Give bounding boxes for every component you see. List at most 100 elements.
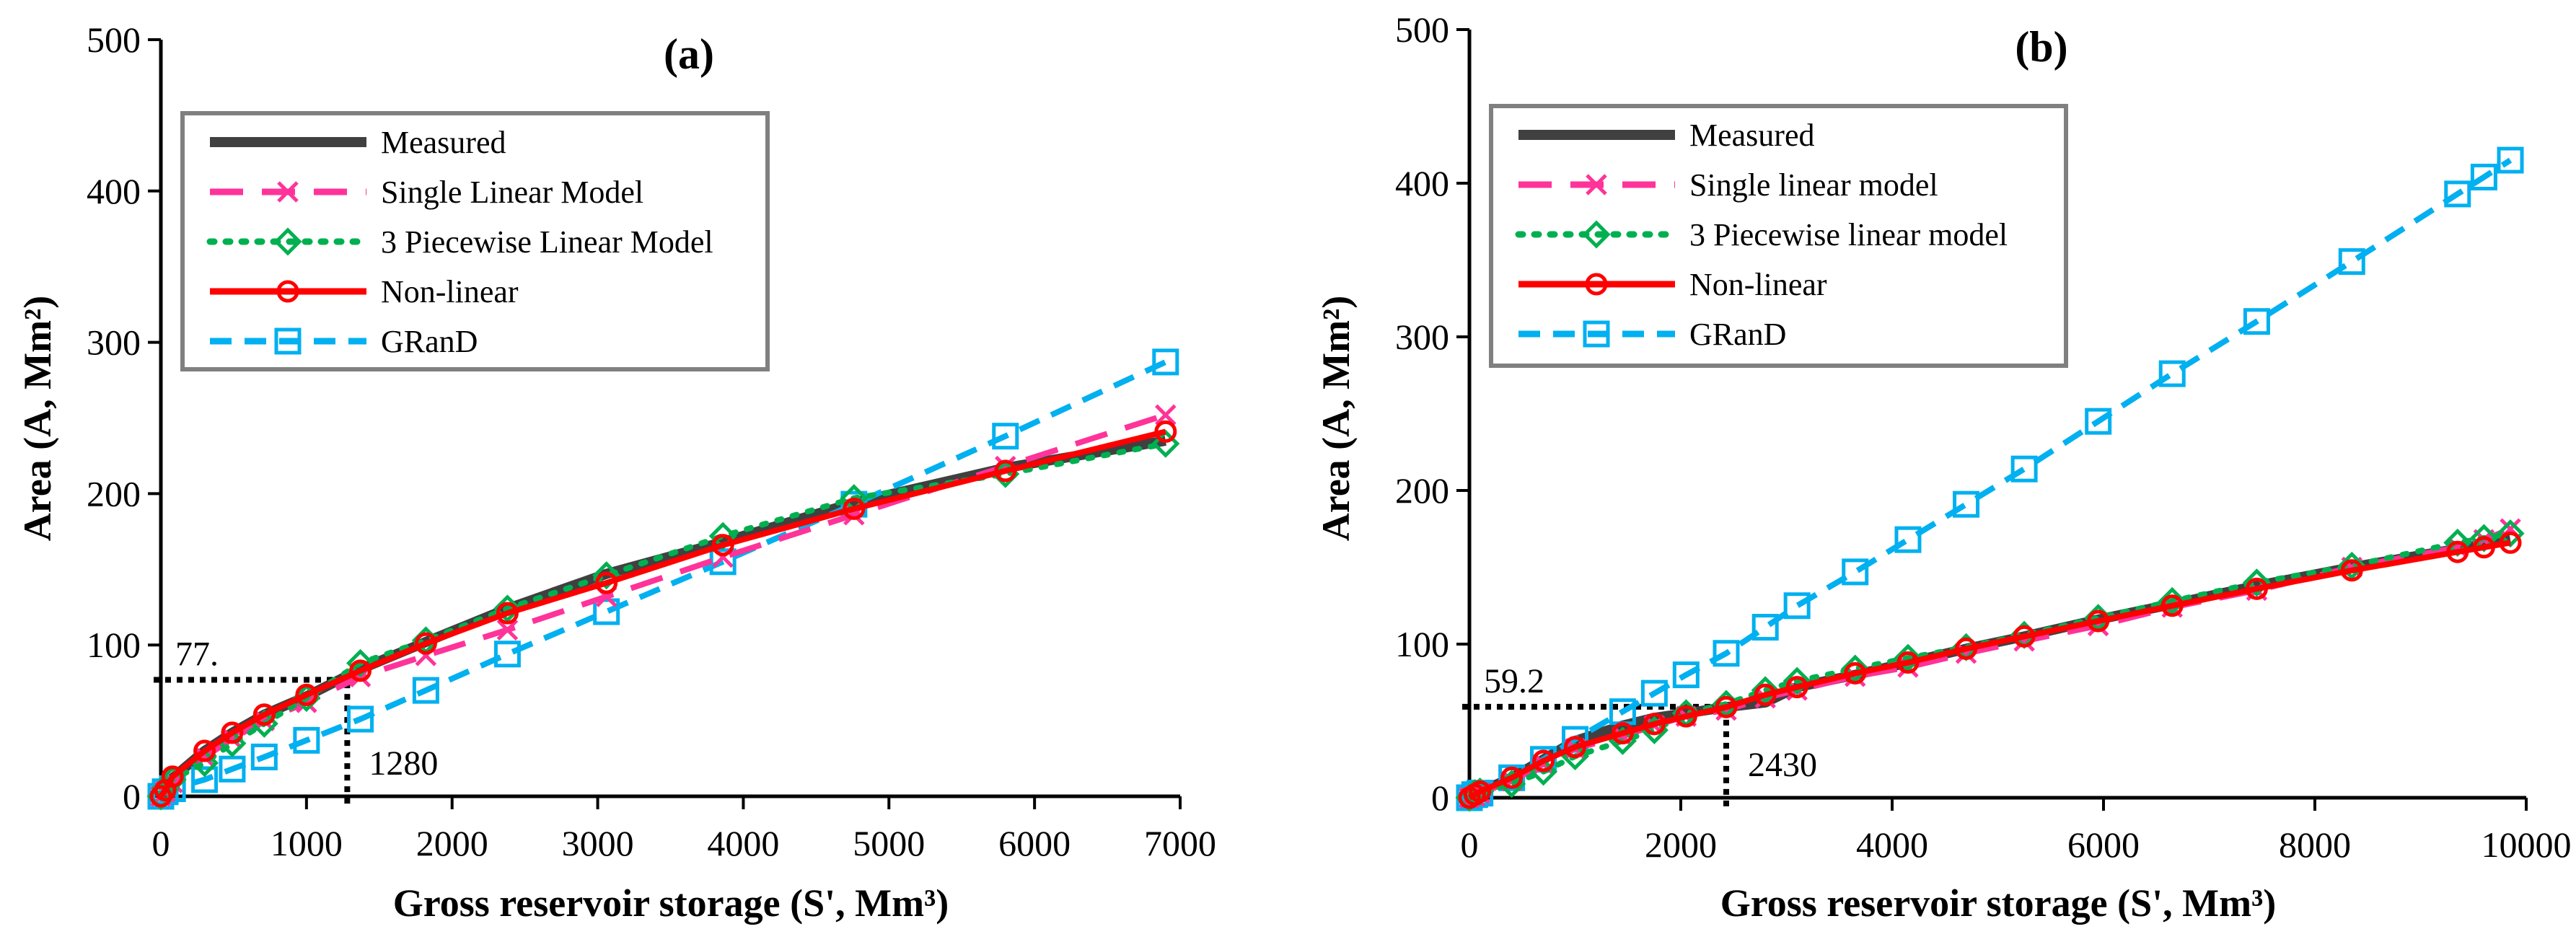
- series-line: [1467, 530, 2513, 801]
- legend-item: 3 Piecewise linear model: [1515, 217, 2008, 252]
- legend-item: Non-linear: [1518, 267, 1827, 302]
- series-line: [157, 436, 1166, 800]
- data-point: [1754, 683, 1777, 706]
- data-point: [414, 632, 437, 655]
- x-tick-label: 2000: [416, 823, 488, 863]
- x-tick-label: 0: [152, 823, 170, 863]
- data-point: [2338, 248, 2365, 276]
- y-tick-label: 500: [1395, 9, 1449, 50]
- legend-item: Measured: [1518, 118, 1815, 153]
- legend-label: Measured: [381, 125, 506, 160]
- data-point: [2243, 308, 2270, 335]
- legend-marker: [276, 280, 299, 303]
- data-point: [1894, 526, 1922, 553]
- data-point: [2158, 586, 2186, 615]
- data-point: [1785, 676, 1808, 699]
- y-tick-label: 300: [87, 322, 141, 363]
- data-point: [412, 677, 439, 704]
- y-tick-label: 200: [1395, 470, 1449, 511]
- data-point: [2160, 594, 2184, 617]
- data-point: [2472, 536, 2495, 559]
- data-point: [1151, 429, 1180, 458]
- data-point: [994, 459, 1017, 483]
- series-measured: [157, 436, 1166, 800]
- series-3-piecewise-linear-model: [1455, 519, 2525, 812]
- data-point: [595, 571, 618, 594]
- y-tick-label: 400: [87, 171, 141, 211]
- y-tick-label: 0: [123, 776, 141, 816]
- x-tick-label: 8000: [2279, 824, 2351, 865]
- legend: Measured Single Linear Model 3 Piecewise L…: [180, 111, 770, 371]
- y-tick-label: 100: [87, 625, 141, 665]
- x-tick-label: 10000: [2482, 824, 2572, 865]
- x-tick-label: 4000: [707, 823, 779, 863]
- legend-marker: [273, 227, 302, 256]
- legend-marker: [1583, 320, 1610, 348]
- data-point: [711, 534, 734, 557]
- legend-marker: [1586, 174, 1607, 195]
- data-point: [843, 497, 866, 520]
- data-point: [1640, 679, 1668, 707]
- data-point: [496, 602, 519, 625]
- series-grand: [147, 348, 1179, 810]
- y-tick-label: 500: [87, 19, 141, 60]
- legend-label: 3 Piecewise linear model: [1689, 217, 2008, 252]
- data-point: [2444, 180, 2471, 208]
- x-axis-label: Gross reservoir storage (S', Mm³): [1720, 881, 2277, 925]
- x-tick-label: 5000: [853, 823, 925, 863]
- data-point: [2245, 577, 2268, 600]
- data-point: [2337, 551, 2366, 580]
- data-point: [1469, 780, 1492, 803]
- data-point: [1643, 713, 1666, 736]
- legend-label: Measured: [1689, 118, 1815, 153]
- legend-label: Single linear model: [1689, 167, 1938, 203]
- x-axis-label: Gross reservoir storage (S', Mm³): [393, 881, 949, 925]
- panel-title: (b): [2015, 23, 2067, 71]
- legend-label: GRanD: [381, 324, 478, 359]
- data-point: [221, 721, 244, 744]
- data-point: [1782, 666, 1811, 695]
- data-point: [1674, 705, 1697, 728]
- data-point: [1844, 661, 1867, 685]
- data-point: [1564, 736, 1586, 759]
- legend-label: Single Linear Model: [381, 175, 643, 210]
- y-axis-label: Area (A, Mm²): [16, 296, 59, 542]
- legend-item: Non-linear: [210, 274, 519, 309]
- x-tick-label: 6000: [2067, 824, 2140, 865]
- legend: Measured Single linear model 3 Piecewise l…: [1489, 104, 2068, 368]
- annotation-x-label: 2430: [1748, 746, 1817, 784]
- data-point: [2010, 455, 2038, 483]
- legend-label: GRanD: [1689, 317, 1786, 352]
- legend-marker: [277, 181, 299, 203]
- data-point: [2499, 531, 2522, 554]
- legend-marker: [274, 327, 302, 355]
- panel-a: 0 1000 2000 3000 4000 5000 6000 7000 0 100 200 300 4…: [16, 19, 1216, 925]
- series-non-linear: [1458, 531, 2522, 809]
- legend-marker: [1585, 273, 1608, 296]
- data-point: [1894, 643, 1922, 672]
- data-point: [2242, 568, 2271, 597]
- series-line: [158, 428, 1166, 798]
- y-tick-label: 200: [87, 473, 141, 514]
- data-point: [1532, 749, 1555, 772]
- data-point: [250, 743, 278, 770]
- panel-title: (a): [664, 30, 714, 78]
- legend-item: Measured: [210, 125, 506, 160]
- data-point: [1841, 654, 1870, 683]
- data-point: [2470, 163, 2497, 190]
- series-line: [1467, 540, 2511, 801]
- y-tick-label: 100: [1395, 624, 1449, 664]
- data-point: [349, 659, 372, 682]
- legend-marker: [1582, 220, 1611, 249]
- legend-label: Non-linear: [381, 274, 519, 309]
- data-point: [161, 765, 184, 788]
- data-point: [2158, 360, 2186, 387]
- data-point: [295, 683, 318, 706]
- legend-item: GRanD: [1518, 317, 1786, 352]
- data-point: [493, 641, 521, 668]
- series-line: [159, 359, 1167, 798]
- data-point: [1500, 766, 1524, 789]
- legend-label: 3 Piecewise Linear Model: [381, 224, 713, 260]
- legend-label: Non-linear: [1689, 267, 1827, 302]
